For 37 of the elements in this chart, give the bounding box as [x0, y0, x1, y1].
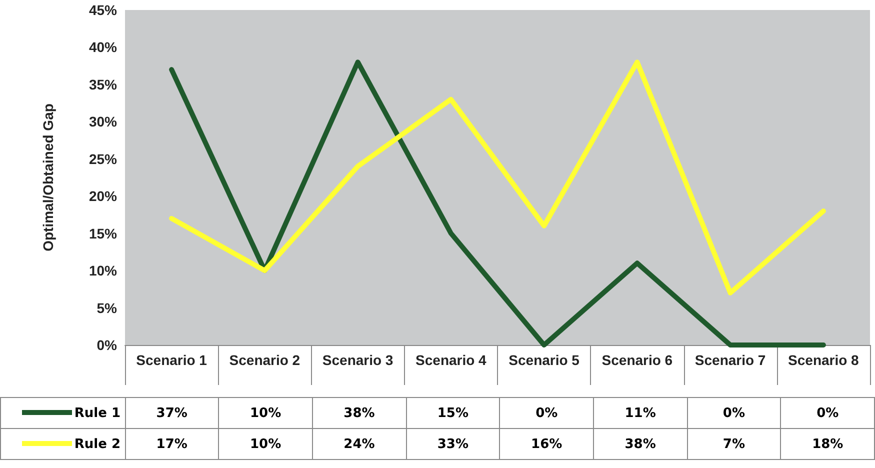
- data-label: 17%: [125, 428, 219, 460]
- y-tick-label: 30%: [88, 114, 118, 130]
- y-tick-label: 40%: [88, 39, 118, 56]
- x-tick-label: Scenario 4: [416, 352, 487, 368]
- data-label: 11%: [593, 398, 688, 428]
- y-tick-label: 0%: [96, 337, 118, 353]
- y-axis-title: Optimal/Obtained Gap: [40, 104, 56, 252]
- data-label: 18%: [780, 428, 874, 460]
- data-label: 38%: [312, 398, 406, 428]
- x-tick-label: Scenario 1: [136, 352, 208, 368]
- x-tick-label: Scenario 8: [788, 352, 860, 368]
- y-tick-label: 25%: [88, 150, 118, 167]
- x-tick-label: Scenario 7: [694, 352, 766, 368]
- x-tick-label: Scenario 6: [602, 352, 673, 368]
- y-tick-label: 5%: [96, 300, 118, 316]
- y-tick-label: 35%: [88, 76, 118, 92]
- data-label: 10%: [218, 428, 312, 460]
- data-label: 37%: [125, 398, 219, 428]
- y-tick-label: 10%: [88, 262, 118, 279]
- legend-label: Rule 2: [0, 428, 126, 460]
- y-tick-label: 45%: [88, 2, 118, 18]
- x-tick-label: Scenario 5: [508, 352, 580, 368]
- y-tick-label: 20%: [88, 188, 118, 204]
- data-label: 0%: [500, 398, 594, 428]
- data-label: 7%: [687, 428, 781, 460]
- y-tick-label: 15%: [88, 225, 118, 242]
- legend-label: Rule 1: [0, 398, 126, 428]
- data-label: 16%: [500, 428, 594, 460]
- x-tick-label: Scenario 2: [229, 352, 300, 368]
- data-label: 33%: [406, 428, 500, 460]
- x-tick-label: Scenario 3: [322, 352, 394, 368]
- data-label: 38%: [593, 428, 688, 460]
- data-label: 0%: [780, 398, 874, 428]
- data-label: 10%: [218, 398, 312, 428]
- data-label: 0%: [687, 398, 781, 428]
- data-label: 15%: [406, 398, 500, 428]
- data-label: 24%: [312, 428, 406, 460]
